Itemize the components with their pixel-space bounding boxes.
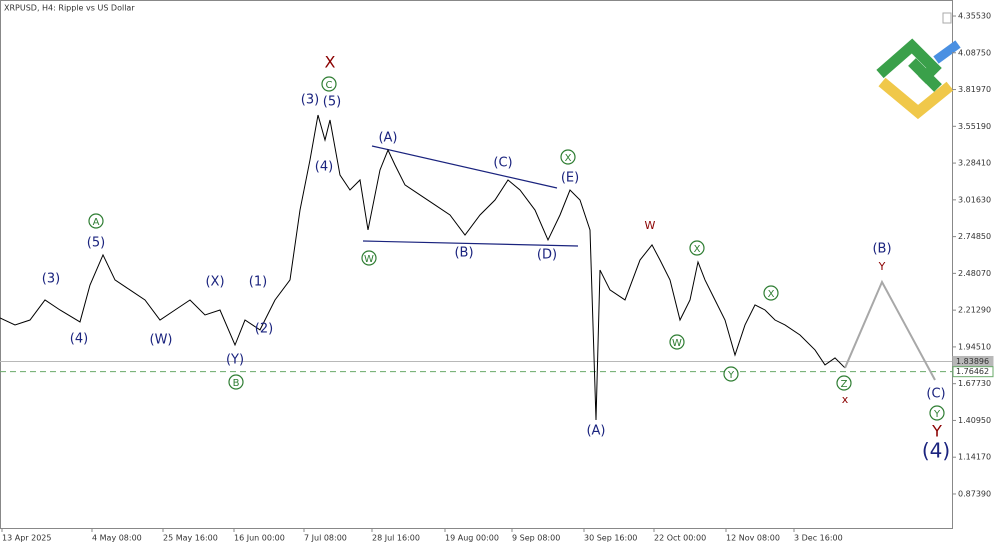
- x-tick-label: 4 May 08:00: [92, 534, 142, 543]
- x-tick-label: 25 May 16:00: [163, 534, 218, 543]
- wave-circle: [228, 374, 244, 390]
- logo: [876, 38, 961, 120]
- wave-circle: [723, 366, 739, 382]
- wave-circle: [763, 285, 779, 301]
- y-tick-label: 0.87390: [958, 489, 991, 498]
- level-label: 1.76462: [956, 367, 989, 376]
- wave-label: (5): [87, 236, 105, 251]
- level-label: 1.83896: [956, 357, 989, 366]
- wave-label: (C): [493, 156, 512, 171]
- wave-label: Y: [878, 260, 886, 273]
- wave-label: (E): [561, 171, 579, 186]
- y-tick-label: 1.94510: [958, 342, 991, 351]
- wave-label: Y: [727, 370, 735, 381]
- wave-label: (4): [315, 160, 333, 175]
- y-tick-label: 1.40950: [958, 416, 991, 425]
- wave-label: (W): [150, 333, 173, 348]
- y-tick-label: 4.08750: [958, 48, 991, 57]
- y-tick-label: 2.21290: [958, 306, 991, 315]
- wave-label: (4): [922, 439, 950, 463]
- price-line: [0, 114, 846, 420]
- wave-label: Y: [931, 422, 942, 441]
- price-line: [844, 279, 936, 381]
- wave-label: (5): [323, 95, 341, 110]
- plot-frame: [0, 0, 953, 529]
- x-tick-label: 19 Aug 00:00: [445, 534, 499, 543]
- y-tick-label: 2.74850: [958, 232, 991, 241]
- x-tick-label: 28 Jul 16:00: [372, 534, 420, 543]
- y-tick-label: 3.01630: [958, 195, 991, 204]
- x-tick-label: 12 Nov 08:00: [726, 534, 780, 543]
- wave-label: W: [364, 254, 374, 265]
- wave-label: B: [233, 378, 240, 389]
- wave-label: W: [645, 219, 656, 232]
- y-tick-label: 1.67730: [958, 379, 991, 388]
- wave-label: X: [768, 289, 775, 300]
- y-tick-label: 3.55190: [958, 122, 991, 131]
- wave-circle: [560, 149, 576, 165]
- wave-label: Y: [933, 409, 941, 420]
- x-tick-label: 7 Jul 08:00: [304, 534, 347, 543]
- y-tick-label: 1.14170: [958, 453, 991, 462]
- x-tick-label: 16 Jun 00:00: [234, 534, 285, 543]
- x-tick-label: 13 Apr 2025: [2, 534, 51, 543]
- y-tick-label: 4.35530: [958, 12, 991, 21]
- wave-circle: [929, 405, 945, 421]
- wave-circle: [689, 240, 705, 256]
- wave-label: (X): [205, 275, 224, 290]
- y-tick-label: 2.48070: [958, 269, 991, 278]
- wave-label: C: [326, 80, 333, 91]
- wave-label: X: [565, 153, 572, 164]
- wave-label: (B): [454, 246, 473, 261]
- logo-shape: [933, 40, 961, 64]
- wave-label: (Y): [226, 353, 244, 368]
- trend-line: [362, 240, 579, 247]
- icon: [942, 12, 952, 24]
- wave-circle: [836, 375, 852, 391]
- wave-label: (2): [255, 322, 273, 337]
- wave-label: W: [672, 338, 682, 349]
- x-tick-label: 30 Sep 16:00: [584, 534, 637, 543]
- wave-label: x: [842, 393, 849, 406]
- level-label-box: [952, 366, 994, 378]
- wave-circle: [669, 334, 685, 350]
- wave-label: (4): [70, 332, 88, 347]
- wave-label: (3): [42, 272, 60, 287]
- x-tick-label: 9 Sep 08:00: [512, 534, 560, 543]
- x-tick-label: 22 Oct 00:00: [654, 534, 706, 543]
- wave-circle: [321, 76, 337, 92]
- wave-label: X: [694, 244, 701, 255]
- chart-title: XRPUSD, H4: Ripple vs US Dollar: [4, 4, 135, 13]
- wave-label: (1): [249, 275, 267, 290]
- x-tick-label: 3 Dec 16:00: [794, 534, 843, 543]
- wave-label: (A): [378, 131, 397, 146]
- wave-label: (B): [872, 242, 891, 257]
- wave-circle: [88, 213, 104, 229]
- y-tick-label: 3.28410: [958, 159, 991, 168]
- wave-label: (D): [537, 248, 557, 263]
- wave-label: (C): [926, 387, 945, 402]
- wave-label: X: [325, 53, 336, 72]
- logo-shape: [878, 77, 954, 120]
- wave-circle: [361, 250, 377, 266]
- wave-label: A: [93, 217, 100, 228]
- trend-line: [371, 145, 558, 189]
- wave-label: (A): [586, 424, 605, 439]
- wave-label: Z: [841, 379, 848, 390]
- y-tick-label: 3.81970: [958, 85, 991, 94]
- logo-shape: [876, 38, 942, 92]
- wave-label: (3): [301, 93, 319, 108]
